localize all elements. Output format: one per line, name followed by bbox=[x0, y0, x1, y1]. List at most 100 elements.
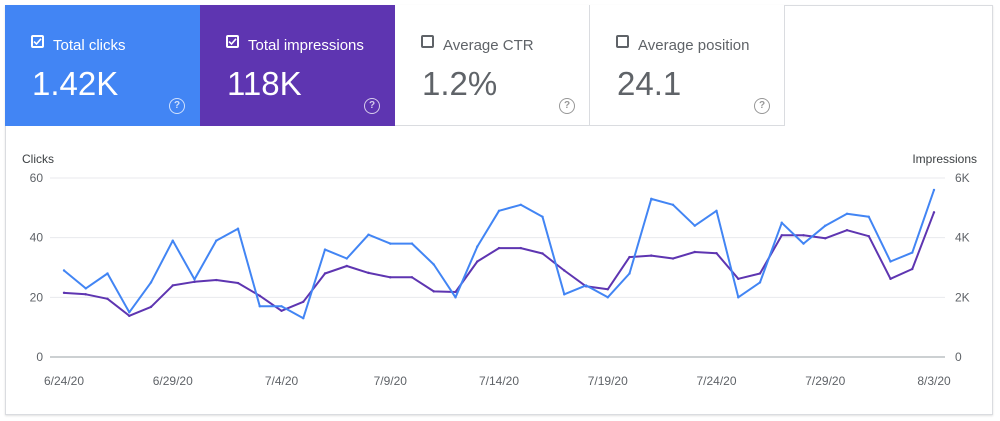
left-tick-label: 0 bbox=[36, 350, 43, 364]
right-tick-label: 2K bbox=[955, 290, 970, 304]
clicks-data-point bbox=[541, 215, 544, 218]
metric-value: 1.2% bbox=[422, 65, 498, 102]
clicks-data-point bbox=[932, 188, 936, 192]
impressions-data-point bbox=[715, 251, 718, 255]
metric-label: Total impressions bbox=[248, 37, 364, 54]
checkbox-unchecked-icon[interactable] bbox=[421, 35, 434, 48]
right-axis-title: Impressions bbox=[912, 152, 977, 166]
clicks-data-point bbox=[606, 296, 609, 299]
impressions-data-point bbox=[84, 293, 87, 296]
impressions-data-point bbox=[410, 276, 414, 279]
impressions-data-point bbox=[671, 257, 675, 260]
impressions-data-point bbox=[171, 284, 174, 287]
metric-average-position[interactable]: Average position 24.1 ? bbox=[590, 5, 785, 126]
right-tick-label: 0 bbox=[955, 350, 962, 364]
impressions-data-point bbox=[215, 278, 218, 282]
impressions-data-point bbox=[280, 309, 283, 312]
impressions-data-point bbox=[845, 229, 849, 232]
metric-total-clicks[interactable]: Total clicks 1.42K ? bbox=[5, 5, 200, 126]
impressions-data-point bbox=[454, 290, 457, 294]
right-tick-label: 4K bbox=[955, 231, 970, 245]
metric-total-impressions[interactable]: Total impressions 118K ? bbox=[200, 5, 395, 126]
impressions-data-point bbox=[519, 246, 522, 250]
x-tick-label: 7/19/20 bbox=[588, 374, 628, 388]
clicks-data-point bbox=[845, 212, 849, 215]
x-tick-label: 7/24/20 bbox=[696, 374, 736, 388]
impressions-data-point bbox=[824, 237, 827, 240]
metric-label: Average position bbox=[638, 37, 750, 54]
impressions-data-point bbox=[128, 314, 131, 318]
impressions-data-point bbox=[497, 246, 501, 250]
clicks-data-point bbox=[410, 242, 414, 245]
clicks-data-point bbox=[867, 215, 870, 218]
metric-value: 24.1 bbox=[617, 65, 682, 102]
checkbox-checked-icon[interactable] bbox=[226, 35, 239, 48]
impressions-data-point bbox=[606, 288, 609, 291]
impressions-data-point bbox=[867, 234, 870, 238]
clicks-data-point bbox=[62, 269, 66, 272]
metric-value: 1.42K bbox=[32, 65, 119, 102]
clicks-data-point bbox=[128, 311, 131, 314]
impressions-data-point bbox=[758, 272, 762, 275]
clicks-data-point bbox=[584, 284, 588, 287]
impressions-data-point bbox=[563, 269, 566, 272]
clicks-data-point bbox=[911, 251, 914, 254]
clicks-data-point bbox=[758, 281, 762, 284]
left-tick-label: 20 bbox=[30, 290, 44, 304]
clicks-data-point bbox=[171, 239, 174, 242]
clicks-data-point bbox=[345, 257, 348, 260]
impressions-data-point bbox=[149, 305, 153, 309]
clicks-data-point bbox=[149, 281, 153, 284]
clicks-data-point bbox=[497, 209, 501, 213]
help-icon[interactable]: ? bbox=[559, 98, 575, 114]
clicks-data-point bbox=[519, 203, 522, 207]
clicks-data-point bbox=[215, 239, 218, 242]
checkbox-unchecked-icon[interactable] bbox=[616, 35, 629, 48]
impressions-data-point bbox=[345, 264, 348, 268]
x-tick-label: 8/3/20 bbox=[917, 374, 951, 388]
x-tick-label: 7/9/20 bbox=[374, 374, 408, 388]
clicks-data-point bbox=[563, 293, 566, 296]
impressions-data-point bbox=[911, 267, 914, 271]
clicks-data-point bbox=[258, 305, 261, 308]
impressions-data-point bbox=[476, 260, 479, 263]
clicks-data-point bbox=[432, 263, 435, 266]
clicks-data-point bbox=[715, 209, 718, 213]
help-icon[interactable]: ? bbox=[169, 98, 185, 114]
help-icon[interactable]: ? bbox=[364, 98, 380, 114]
impressions-data-point bbox=[802, 234, 805, 237]
x-tick-label: 7/4/20 bbox=[265, 374, 299, 388]
impressions-data-point bbox=[62, 291, 66, 295]
impressions-data-point bbox=[541, 252, 544, 255]
clicks-data-point bbox=[389, 242, 392, 245]
impressions-data-point bbox=[932, 211, 936, 214]
impressions-data-point bbox=[323, 272, 327, 275]
impressions-data-point bbox=[389, 276, 392, 279]
clicks-data-point bbox=[323, 248, 327, 251]
clicks-series-line bbox=[63, 189, 935, 320]
clicks-data-point bbox=[454, 296, 457, 299]
x-tick-label: 6/24/20 bbox=[44, 374, 84, 388]
metric-label: Average CTR bbox=[443, 37, 534, 54]
clicks-data-point bbox=[367, 233, 370, 236]
metrics-row: Total clicks 1.42K ? Total impressions 1… bbox=[5, 5, 785, 126]
x-tick-label: 6/29/20 bbox=[153, 374, 193, 388]
left-tick-label: 40 bbox=[30, 231, 44, 245]
clicks-data-point bbox=[802, 242, 805, 245]
impressions-series-line bbox=[63, 211, 935, 317]
impressions-data-point bbox=[628, 255, 631, 259]
clicks-data-point bbox=[280, 305, 283, 308]
checkbox-checked-icon[interactable] bbox=[31, 35, 44, 48]
clicks-data-point bbox=[106, 272, 109, 275]
impressions-data-point bbox=[889, 277, 892, 281]
left-axis-title: Clicks bbox=[22, 152, 54, 166]
left-tick-label: 60 bbox=[30, 171, 44, 185]
help-icon[interactable]: ? bbox=[754, 98, 770, 114]
clicks-data-point bbox=[628, 272, 631, 275]
metric-average-ctr[interactable]: Average CTR 1.2% ? bbox=[395, 5, 590, 126]
impressions-data-point bbox=[302, 300, 305, 304]
clicks-data-point bbox=[650, 197, 653, 201]
impressions-data-point bbox=[367, 271, 370, 275]
clicks-data-point bbox=[236, 227, 240, 230]
clicks-data-point bbox=[476, 245, 479, 248]
